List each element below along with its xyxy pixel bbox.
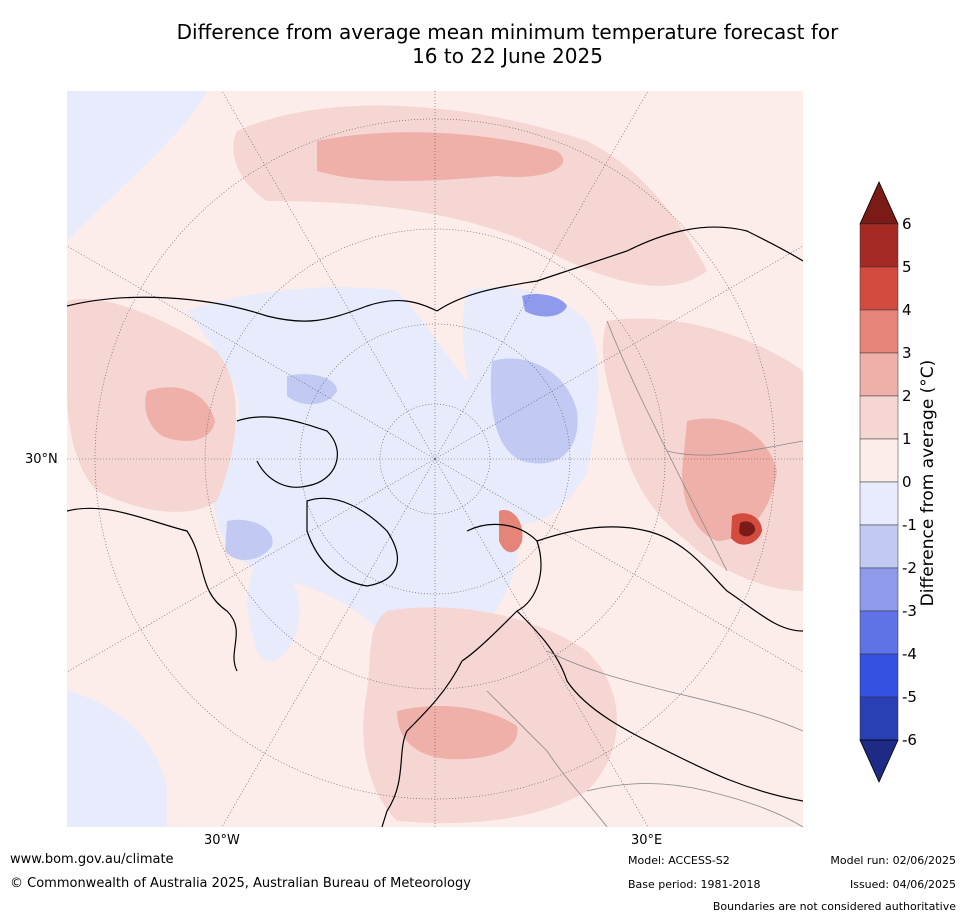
colorbar-svg: 6 5 4 3 2 1 0 -1 -2 -3 -4 -5 -6 bbox=[859, 181, 917, 783]
colorbar-tick-label: 0 bbox=[902, 473, 912, 491]
cool-region-laptev bbox=[522, 294, 567, 317]
colorbar-segment bbox=[859, 438, 899, 483]
colorbar-segment bbox=[859, 266, 899, 311]
map-canvas bbox=[67, 91, 803, 827]
colorbar-segment bbox=[859, 309, 899, 354]
colorbar-extend-bottom bbox=[859, 739, 899, 783]
cool-region-north-pacific bbox=[67, 91, 207, 241]
label-lon-30w: 30°W bbox=[204, 833, 240, 848]
colorbar-tick-label: 2 bbox=[902, 387, 912, 405]
colorbar-segment bbox=[859, 223, 899, 268]
footer-model: Model: ACCESS-S2 bbox=[628, 854, 730, 867]
cool-region-pacific-south bbox=[67, 691, 167, 827]
forecast-map bbox=[67, 91, 803, 827]
label-lat-30n: 30°N bbox=[25, 452, 58, 467]
warm-region-mediterranean bbox=[397, 706, 518, 760]
colorbar-segment bbox=[859, 524, 899, 569]
cool-region-baffin bbox=[225, 519, 273, 561]
colorbar-label: Difference from average (°C) bbox=[918, 359, 938, 607]
cool-region-ural bbox=[490, 358, 578, 464]
colorbar: 6 5 4 3 2 1 0 -1 -2 -3 -4 -5 -6 bbox=[858, 180, 958, 790]
warm-region-mongolia bbox=[682, 418, 777, 541]
colorbar-tick-label: 4 bbox=[902, 301, 912, 319]
colorbar-segment bbox=[859, 696, 899, 741]
colorbar-tick-label: -1 bbox=[902, 516, 917, 534]
cool-region-atlantic bbox=[247, 561, 300, 662]
footer-model-run: Model run: 02/06/2025 bbox=[830, 854, 956, 867]
country-borders bbox=[486, 320, 803, 827]
warm-region-scandinavia bbox=[499, 510, 523, 553]
colorbar-tick-label: -6 bbox=[902, 731, 917, 749]
colorbar-tick-label: -4 bbox=[902, 645, 917, 663]
colorbar-tick-label: -3 bbox=[902, 602, 917, 620]
colorbar-tick-label: -5 bbox=[902, 688, 917, 706]
title-line-1: Difference from average mean minimum tem… bbox=[176, 20, 839, 44]
title-line-2: 16 to 22 June 2025 bbox=[412, 44, 603, 68]
warm-region-north-america-core bbox=[145, 387, 215, 441]
colorbar-extend-top bbox=[859, 181, 899, 225]
graticule bbox=[67, 91, 803, 827]
footer-website: www.bom.gov.au/climate bbox=[10, 852, 174, 867]
colorbar-segment bbox=[859, 481, 899, 526]
colorbar-segment bbox=[859, 395, 899, 440]
colorbar-tick-label: 1 bbox=[902, 430, 912, 448]
colorbar-tick-label: 5 bbox=[902, 258, 912, 276]
footer-base-period: Base period: 1981-2018 bbox=[628, 878, 761, 891]
cool-region-alaska bbox=[287, 374, 337, 405]
colorbar-segment bbox=[859, 610, 899, 655]
label-lon-30e: 30°E bbox=[631, 833, 663, 848]
footer-disclaimer: Boundaries are not considered authoritat… bbox=[712, 900, 956, 913]
colorbar-segment bbox=[859, 653, 899, 698]
coastlines bbox=[67, 226, 803, 827]
map-title: Difference from average mean minimum tem… bbox=[100, 20, 915, 68]
colorbar-tick-label: 6 bbox=[902, 215, 912, 233]
footer-copyright: © Commonwealth of Australia 2025, Austra… bbox=[10, 876, 471, 891]
warm-hotspot-mongolia-core bbox=[739, 521, 756, 537]
footer-issued: Issued: 04/06/2025 bbox=[849, 878, 956, 891]
warm-region-pacific-core bbox=[317, 132, 564, 181]
colorbar-tick-label: -2 bbox=[902, 559, 917, 577]
colorbar-segment bbox=[859, 567, 899, 612]
colorbar-segment bbox=[859, 352, 899, 397]
colorbar-tick-label: 3 bbox=[902, 344, 912, 362]
